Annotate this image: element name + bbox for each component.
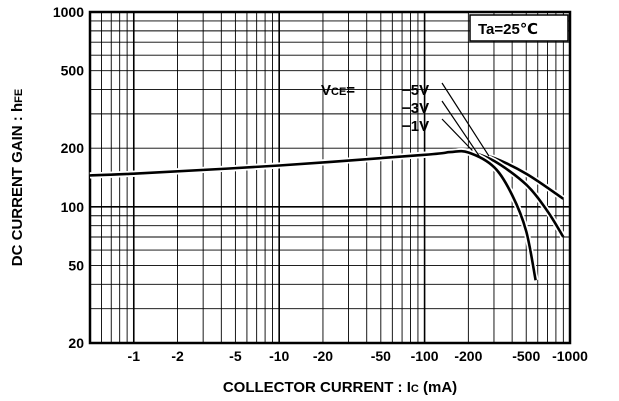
- series-line: [89, 149, 537, 281]
- x-tick-label: -200: [454, 348, 482, 364]
- curves: [89, 147, 566, 281]
- x-tick-label: -50: [371, 348, 391, 364]
- series-label: −5V: [402, 82, 429, 99]
- grid: [89, 11, 570, 344]
- x-tick-label: -20: [313, 348, 333, 364]
- x-tick-label: -100: [411, 348, 439, 364]
- y-tick-label: 1000: [53, 4, 84, 20]
- vce-label-sub: CE: [331, 86, 346, 98]
- y-tick-label: 50: [68, 257, 84, 273]
- y-tick-label: 200: [61, 140, 85, 156]
- vce-label-prefix: VCE=: [321, 82, 355, 99]
- x-tick-label: -500: [512, 348, 540, 364]
- y-axis-title-main: DC CURRENT GAIN : h: [9, 103, 26, 266]
- x-tick-label: -2: [171, 348, 184, 364]
- x-axis-title-sub: C: [411, 383, 419, 395]
- x-axis-title: COLLECTOR CURRENT : IC (mA): [223, 379, 457, 396]
- series-label: −3V: [402, 100, 429, 117]
- annotation-text: Ta=25℃: [478, 21, 538, 38]
- x-tick-label: -5: [229, 348, 242, 364]
- y-tick-label: 20: [68, 335, 84, 351]
- series-label: −1V: [402, 118, 429, 135]
- vce-label-eq: =: [346, 82, 355, 99]
- series-leader-line: [441, 100, 482, 160]
- x-tick-label: -10: [269, 348, 289, 364]
- x-axis-title-unit: (mA): [419, 379, 457, 396]
- plot-frame: [88, 10, 572, 345]
- y-axis-title: DC CURRENT GAIN : hFE: [9, 89, 26, 266]
- labels: -1 -2 -5 -10 -20 -50 -100 -200 -500 -1000 20 50 100 2…: [53, 4, 588, 364]
- y-tick-label: 100: [61, 199, 85, 215]
- vce-label-main: V: [321, 82, 331, 99]
- x-tick-label: -1000: [552, 348, 588, 364]
- x-tick-label: -1: [128, 348, 141, 364]
- y-tick-label: 500: [61, 63, 85, 79]
- annotation-box: [469, 14, 569, 42]
- ambient-temp-annotation: Ta=25℃: [469, 14, 569, 42]
- y-axis-title-sub: FE: [13, 89, 25, 103]
- x-axis-title-main: COLLECTOR CURRENT : I: [223, 379, 411, 396]
- series-leader-line: [441, 82, 490, 157]
- series-leader-line: [441, 118, 473, 151]
